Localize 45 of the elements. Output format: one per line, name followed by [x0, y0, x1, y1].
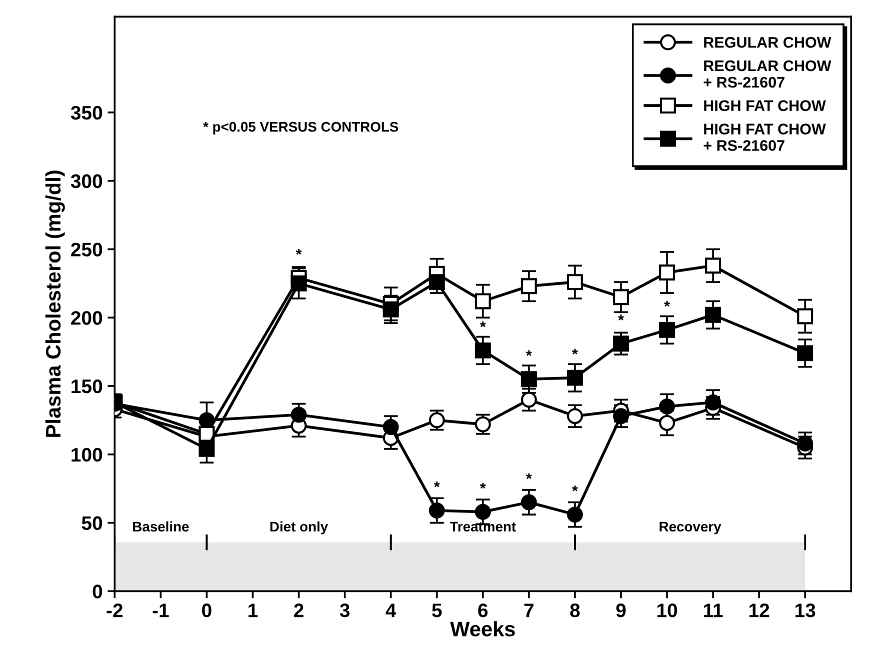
- band-label: Treatment: [450, 522, 516, 532]
- x-tick-label: 13: [796, 604, 816, 618]
- annotation: *: [526, 473, 532, 479]
- x-tick-label: 7: [524, 604, 534, 618]
- x-tick-label: -2: [106, 604, 123, 618]
- band-label: Diet only: [270, 521, 328, 534]
- annotation: *: [480, 321, 486, 328]
- y-tick-label: 0: [92, 584, 102, 598]
- legend-label: HIGH FAT CHOW: [704, 100, 826, 112]
- x-tick-label: 9: [616, 604, 626, 618]
- x-tick-label: 6: [478, 604, 488, 618]
- annotation: *: [618, 314, 624, 320]
- x-tick-label: 11: [704, 604, 723, 618]
- band-label: Recovery: [660, 522, 722, 534]
- y-tick-label: 300: [70, 174, 102, 188]
- annotation: *: [296, 248, 302, 255]
- y-tick-label: 200: [71, 311, 102, 325]
- y-axis-title: Plasma Cholesterol (mg/dl): [45, 170, 65, 437]
- y-tick-label: 350: [70, 106, 102, 120]
- annotation: *: [664, 300, 670, 307]
- x-tick-label: 4: [386, 604, 396, 618]
- x-tick-label: 12: [749, 604, 770, 618]
- x-tick-label: 10: [657, 604, 678, 618]
- band-label: Baseline: [133, 521, 189, 532]
- y-tick-label: 50: [82, 516, 102, 530]
- y-tick-label: 150: [72, 379, 102, 394]
- annotation: *: [572, 486, 578, 492]
- annotation: *: [526, 350, 532, 356]
- x-tick-label: 5: [432, 604, 442, 618]
- legend-label: REGULAR CHOW + RS-21607: [704, 60, 832, 88]
- annotation: * p<0.05 VERSUS CONTROLS: [203, 122, 398, 134]
- x-tick-label: 3: [340, 604, 350, 618]
- x-tick-label: 2: [294, 604, 304, 618]
- legend-label: REGULAR CHOW: [704, 36, 832, 48]
- y-tick-label: 250: [71, 242, 102, 256]
- x-tick-label: 1: [248, 604, 258, 618]
- x-tick-label: -1: [152, 604, 169, 618]
- y-tick-label: 100: [72, 448, 102, 462]
- x-tick-label: 8: [570, 604, 580, 618]
- x-tick-label: 0: [202, 604, 212, 618]
- legend-label: HIGH FAT CHOW + RS-21607: [704, 124, 826, 151]
- annotation: *: [434, 482, 440, 488]
- annotation: *: [480, 482, 486, 489]
- x-axis-title: Weeks: [450, 621, 515, 636]
- annotation: *: [572, 348, 578, 355]
